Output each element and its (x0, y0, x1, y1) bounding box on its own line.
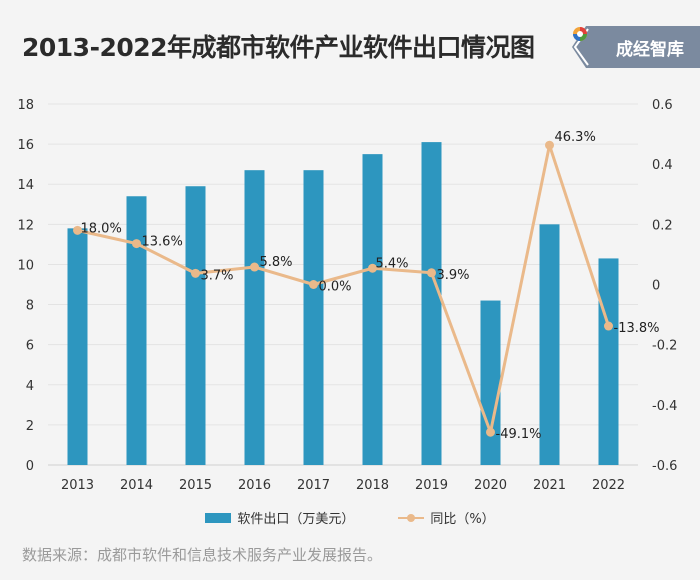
x-tick-label: 2013 (61, 478, 94, 493)
y-left-tick-label: 6 (26, 339, 34, 354)
yoy-data-label: -13.8% (614, 321, 660, 336)
yoy-line (77, 143, 610, 434)
legend: 软件出口（万美元） 同比（%） (0, 508, 700, 527)
x-tick-label: 2018 (356, 478, 389, 493)
yoy-point-2021 (545, 140, 554, 150)
yoy-point-2017 (309, 280, 318, 289)
y-left-tick-label: 18 (17, 98, 34, 113)
x-tick-label: 2016 (238, 478, 271, 493)
yoy-point-2016 (250, 262, 259, 272)
x-tick-label: 2014 (120, 478, 153, 493)
yoy-point-2013 (73, 225, 82, 235)
x-tick-label: 2019 (415, 478, 448, 493)
y-left-tick-label: 16 (17, 138, 34, 153)
yoy-data-label: 18.0% (81, 221, 122, 236)
logo: 成经智库 (572, 26, 700, 68)
y-right-tick-label: 0.4 (652, 158, 673, 173)
y-right-tick-label: -0.2 (652, 339, 677, 354)
legend-bar-label: 软件出口（万美元） (237, 512, 355, 527)
bar-2020 (480, 300, 501, 465)
y-left-tick-label: 0 (26, 459, 34, 474)
y-right-tick-label: 0.6 (652, 98, 673, 113)
yoy-data-label: 5.4% (376, 256, 409, 271)
bar-2021 (539, 224, 560, 465)
y-right-tick-label: 0.2 (652, 218, 673, 233)
y-left-tick-label: 12 (17, 218, 34, 233)
x-tick-label: 2021 (533, 478, 566, 493)
yoy-data-label: -49.1% (496, 427, 542, 442)
bar-2016 (244, 170, 265, 465)
yoy-point-2018 (368, 263, 377, 273)
yoy-data-label: 13.6% (142, 235, 183, 250)
x-tick-label: 2017 (297, 478, 330, 493)
x-tick-label: 2015 (179, 478, 212, 493)
yoy-data-label: 3.7% (201, 268, 234, 283)
yoy-data-label: 5.8% (260, 255, 293, 270)
y-left-tick-label: 8 (26, 299, 34, 314)
yoy-point-2020 (486, 427, 495, 437)
yoy-point-2022 (604, 321, 613, 331)
bar-2022 (598, 258, 619, 465)
legend-bar-swatch (205, 512, 232, 523)
yoy-data-label: 46.3% (555, 130, 596, 145)
y-left-tick-label: 10 (17, 258, 34, 273)
y-right-tick-label: 0 (652, 279, 660, 294)
legend-line-label: 同比（%） (430, 512, 495, 527)
yoy-data-label: 0.0% (319, 280, 352, 295)
y-left-tick-label: 14 (17, 178, 34, 193)
x-tick-label: 2020 (474, 478, 507, 493)
x-tick-label: 2022 (592, 478, 625, 493)
bar-2019 (421, 142, 442, 465)
legend-item-bar: 软件出口（万美元） (205, 508, 354, 527)
source-note: 数据来源：成都市软件和信息技术服务产业发展报告。 (22, 546, 383, 564)
y-right-tick-label: -0.6 (652, 459, 677, 474)
logo-text: 成经智库 (616, 40, 684, 60)
y-right-tick-label: -0.4 (652, 399, 677, 414)
legend-line-swatch (398, 513, 425, 523)
bar-2015 (185, 186, 206, 465)
bar-2017 (303, 170, 324, 465)
bar-2014 (126, 196, 147, 465)
logo-swirl-icon (573, 27, 587, 41)
y-left-tick-label: 2 (26, 419, 34, 434)
yoy-point-2019 (427, 268, 436, 278)
yoy-data-label: 3.9% (437, 268, 470, 283)
yoy-point-2014 (132, 239, 141, 249)
yoy-point-2015 (191, 268, 200, 278)
chart-title: 2013-2022年成都市软件产业软件出口情况图 (22, 33, 535, 62)
chart-area: 0 2 4 6 8 10 12 14 16 18 -0.6 -0.4 -0.2 0 0.2 0.4 0.6 201… (17, 98, 677, 493)
bar-2018 (362, 154, 383, 465)
bar-2013 (67, 228, 88, 465)
legend-item-line: 同比（%） (398, 508, 495, 527)
y-left-tick-label: 4 (26, 379, 34, 394)
